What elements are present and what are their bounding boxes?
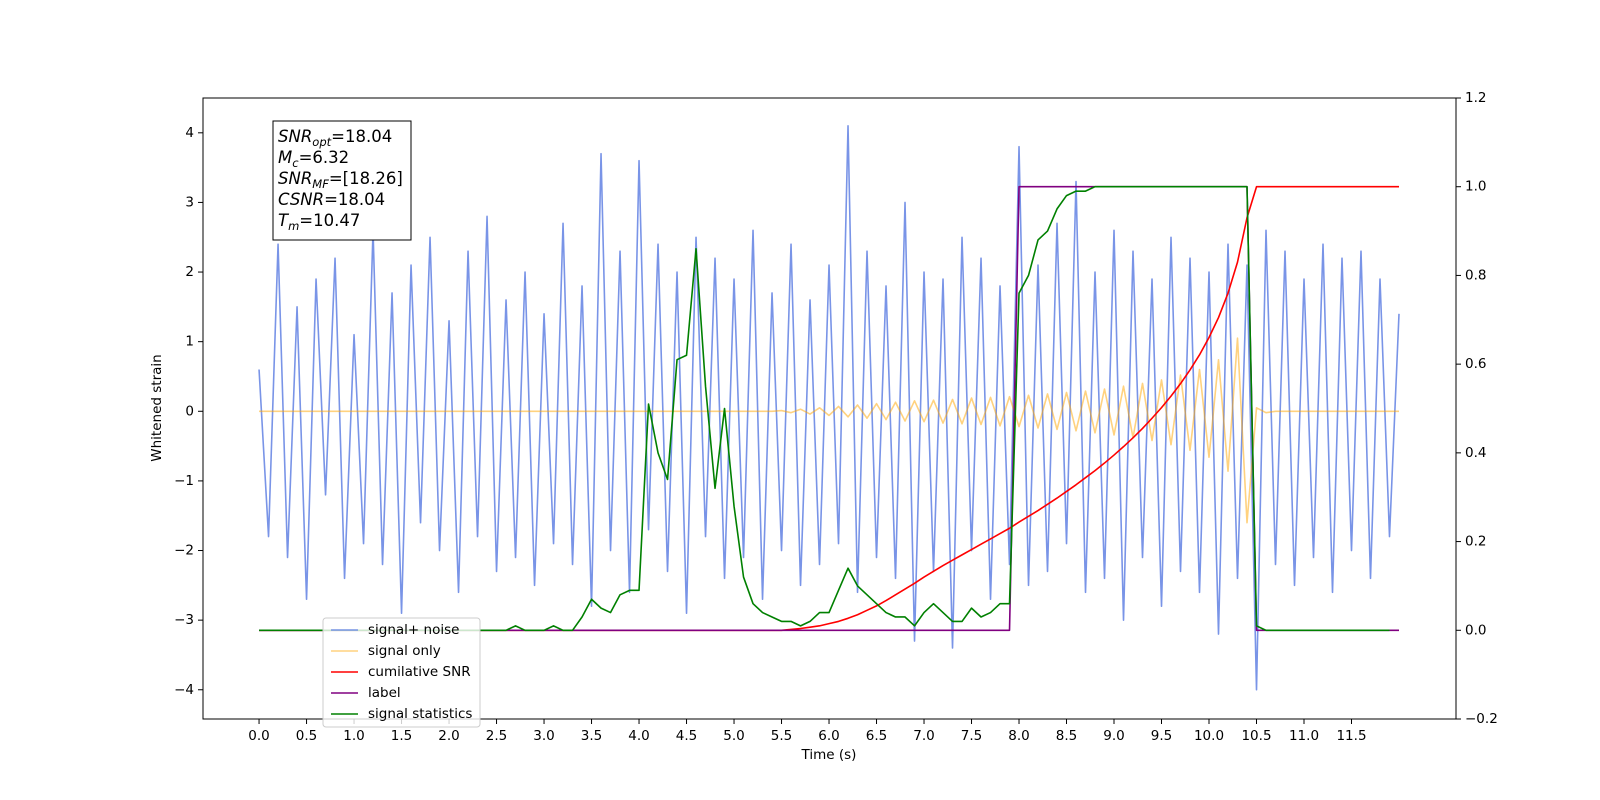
legend: signal+ noise signal only cumilative SNR la… [322,617,481,728]
x-tick-label: 4.5 [676,728,697,744]
x-tick-label: 8.0 [1008,728,1029,744]
y2-tick-label: 1.0 [1465,179,1486,195]
stats-line: CSNR=18.04 [278,190,385,209]
y-tick-label: −1 [174,473,194,489]
x-tick-label: 1.0 [343,728,364,744]
x-tick-label: 11.5 [1336,728,1366,744]
y-tick-label: 3 [185,194,194,210]
stats-box-frame [272,120,412,241]
stats-value: =18.04 [331,127,392,146]
x-tick-label: 5.5 [771,728,792,744]
x-tick-label: 7.5 [961,728,982,744]
y-tick-label: 2 [185,264,194,280]
x-tick-label: 11.0 [1289,728,1319,744]
y2-tick-label: 0.8 [1465,267,1486,283]
series-line [258,125,1400,691]
y-axis-label: Whitened strain [149,354,165,461]
x-tick-label: 5.0 [723,728,744,744]
stats-value: =10.47 [299,211,360,230]
x-axis-label: Time (s) [801,747,857,763]
y2-tick-label: −0.2 [1465,711,1498,727]
x-tick-label: 10.0 [1194,728,1224,744]
legend-label: signal+ noise [368,622,459,638]
stats-line: SNRopt=18.04 [278,127,392,149]
x-tick-label: 2.0 [438,728,459,744]
stats-value: =[18.26] [329,169,403,188]
y-tick-label: 1 [185,334,194,350]
stats-box: SNRopt=18.04Mc=6.32SNRMF=[18.26]CSNR=18.… [272,120,412,241]
stats-line: SNRMF=[18.26] [278,169,403,191]
x-tick-label: 1.5 [391,728,412,744]
x-tick-label: 6.0 [818,728,839,744]
x-tick-label: 0.5 [296,728,317,744]
legend-label: cumilative SNR [368,664,471,680]
series-line [259,337,1399,524]
y2-tick-label: 0.2 [1465,534,1486,550]
stats-subscript: c [292,156,299,170]
x-tick-label: 4.0 [628,728,649,744]
stats-symbol: M [278,148,292,167]
x-tick-label: 7.0 [913,728,934,744]
stats-value: =18.04 [324,190,385,209]
y-tick-label: 4 [185,125,194,141]
y-tick-label: −3 [174,612,194,628]
x-tick-label: 3.5 [581,728,602,744]
x-tick-label: 3.0 [533,728,554,744]
stats-symbol: SNR [278,169,312,188]
stats-symbol: T [278,211,290,230]
stats-subscript: opt [312,135,331,149]
stats-symbol: CSNR [278,190,324,209]
stats-value: =6.32 [299,148,350,167]
x-tick-label: 9.0 [1103,728,1124,744]
legend-label: signal statistics [368,706,472,722]
stats-line: Mc=6.32 [278,148,349,170]
legend-frame [322,617,481,728]
legend-label: signal only [368,643,441,659]
x-tick-label: 10.5 [1241,728,1271,744]
y2-tick-label: 0.6 [1465,356,1486,372]
x-tick-label: 6.5 [866,728,887,744]
plot-area [258,125,1400,691]
stats-subscript: MF [312,177,329,191]
x-tick-label: 9.5 [1151,728,1172,744]
stats-symbol: SNR [278,127,312,146]
x-tick-label: 0.0 [248,728,269,744]
y-tick-label: 0 [185,403,194,419]
y-tick-label: −2 [174,543,194,559]
legend-label: label [368,685,401,701]
y2-tick-label: 0.4 [1465,445,1486,461]
x-tick-label: 8.5 [1056,728,1077,744]
stats-line: Tm=10.47 [278,211,360,233]
stats-subscript: m [288,219,299,233]
y-tick-label: −4 [174,682,194,698]
y2-tick-label: 0.0 [1465,622,1486,638]
y2-tick-label: 1.2 [1465,90,1486,106]
x-tick-label: 2.5 [486,728,507,744]
